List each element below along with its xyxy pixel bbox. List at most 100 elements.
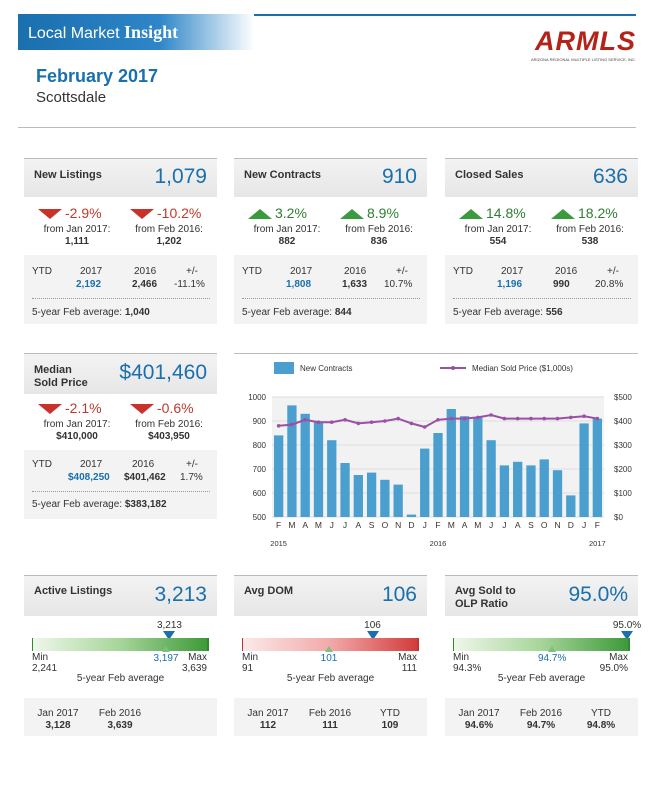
bar (353, 475, 363, 517)
arrow-down-icon (38, 404, 62, 415)
card-header (24, 354, 217, 394)
price-point (290, 422, 294, 427)
compare-3: YTD 109 (380, 708, 400, 731)
y-right-tick: $100 (614, 489, 632, 498)
ytd-value-1: 2,192 (76, 279, 102, 290)
five-year-average: 5-year Feb average: 1,040 (32, 307, 150, 318)
change-1: 3.2% (248, 205, 307, 221)
y-left-tick: 1000 (248, 393, 266, 402)
card-value: 910 (381, 165, 417, 188)
price-point (489, 413, 493, 417)
compare-box (234, 698, 427, 736)
price-point (515, 416, 520, 421)
x-tick: D (568, 520, 574, 530)
new-listings-card: New Listings 1,079 -2.9% -10.2% from Jan… (24, 158, 217, 324)
average-marker-icon (161, 646, 170, 652)
y-right-tick: $500 (614, 393, 632, 402)
max-value: 95.0% (599, 663, 628, 674)
ytd-pm: +/- (396, 266, 408, 277)
card-title: Avg DOM (244, 585, 294, 597)
bar (459, 416, 470, 517)
card-value: 636 (592, 165, 628, 188)
price-point (462, 416, 467, 421)
bar (592, 418, 603, 517)
five-year-average-label: 5-year Feb average (76, 673, 165, 684)
price-point (502, 416, 507, 421)
bar (526, 465, 536, 517)
price-point (343, 418, 347, 422)
ytd-pm: +/- (186, 266, 198, 277)
x-tick: J (423, 520, 427, 530)
x-tick: M (288, 520, 295, 530)
y-left-tick: 900 (253, 417, 267, 426)
x-tick: J (502, 520, 506, 530)
active-listings-card: Active Listings 3,213 3,213 3,197 Min 2,… (24, 575, 217, 746)
card-title: New Contracts (244, 169, 322, 181)
x-tick: O (541, 520, 548, 530)
five-year-average: 5-year Feb average: 844 (242, 307, 352, 318)
y-right-tick: $200 (614, 465, 632, 474)
from-prev-year: from Feb 2016: 538 (556, 224, 624, 247)
x-tick: J (330, 520, 334, 530)
bar (513, 461, 523, 517)
change-1: -2.9% (38, 205, 102, 221)
ytd-value-1: $408,250 (68, 472, 110, 483)
bar (366, 472, 377, 517)
x-tick: J (582, 520, 586, 530)
y-right-tick: $0 (614, 513, 623, 522)
ytd-pct: 1.7% (180, 472, 203, 483)
current-marker-icon (621, 631, 633, 640)
price-point (356, 421, 361, 426)
price-point (476, 415, 480, 420)
x-tick: N (395, 520, 401, 530)
y-left-tick: 500 (253, 513, 267, 522)
ytd-year-1: 2017 (290, 266, 313, 277)
from-prev-month: from Jan 2017: 554 (464, 224, 532, 247)
max-value: 111 (401, 663, 417, 674)
x-tick: A (515, 520, 521, 530)
x-tick: J (343, 520, 347, 530)
avg-dom-card: Avg DOM 106 106 101 Min 91 Max 111 5-yea… (234, 575, 427, 746)
from-prev-year: from Feb 2016: 1,202 (135, 224, 203, 247)
y-left-tick: 700 (253, 465, 267, 474)
year-label: 2016 (430, 539, 447, 548)
card-header (24, 576, 217, 616)
arrow-up-icon (459, 209, 483, 220)
ytd-label: YTD (32, 266, 52, 277)
price-point (409, 421, 414, 426)
card-title: Median Sold Price (34, 364, 88, 389)
price-point (569, 415, 573, 420)
max-label: Max (398, 652, 417, 663)
bar (566, 495, 576, 517)
from-prev-month: from Jan 2017: $410,000 (43, 419, 111, 442)
divider (242, 298, 420, 299)
five-year-average: 5-year Feb average: 556 (453, 307, 563, 318)
compare-2: Feb 2016 3,639 (98, 708, 142, 731)
compare-2: Feb 2016 111 (308, 708, 352, 731)
current-marker-icon (366, 631, 379, 640)
ytd-year-2: 2016 (555, 266, 578, 277)
x-tick: F (276, 520, 281, 530)
change-2: -0.6% (130, 400, 194, 416)
change-1: 14.8% (459, 205, 526, 221)
price-point (555, 416, 560, 421)
bar (406, 514, 417, 517)
change-2: -10.2% (130, 205, 201, 221)
x-tick: J (489, 520, 493, 530)
closed-sales-card: Closed Sales 636 14.8% 18.2% from Jan 20… (445, 158, 638, 324)
x-tick: M (474, 520, 481, 530)
average-marker-icon (325, 646, 333, 652)
max-value: 3,639 (181, 663, 207, 674)
five-year-average-label: 5-year Feb average (286, 673, 375, 684)
y-left-tick: 800 (253, 441, 267, 450)
change-1: -2.1% (38, 400, 102, 416)
ytd-box (24, 450, 217, 519)
current-marker-label: 95.0% (612, 620, 642, 631)
report-city: Scottsdale (36, 89, 107, 106)
change-2: 18.2% (551, 205, 618, 221)
price-point (436, 418, 440, 422)
x-tick: M (448, 520, 455, 530)
arrow-down-icon (130, 404, 154, 415)
ytd-pm: +/- (607, 266, 619, 277)
x-tick: S (369, 520, 375, 530)
